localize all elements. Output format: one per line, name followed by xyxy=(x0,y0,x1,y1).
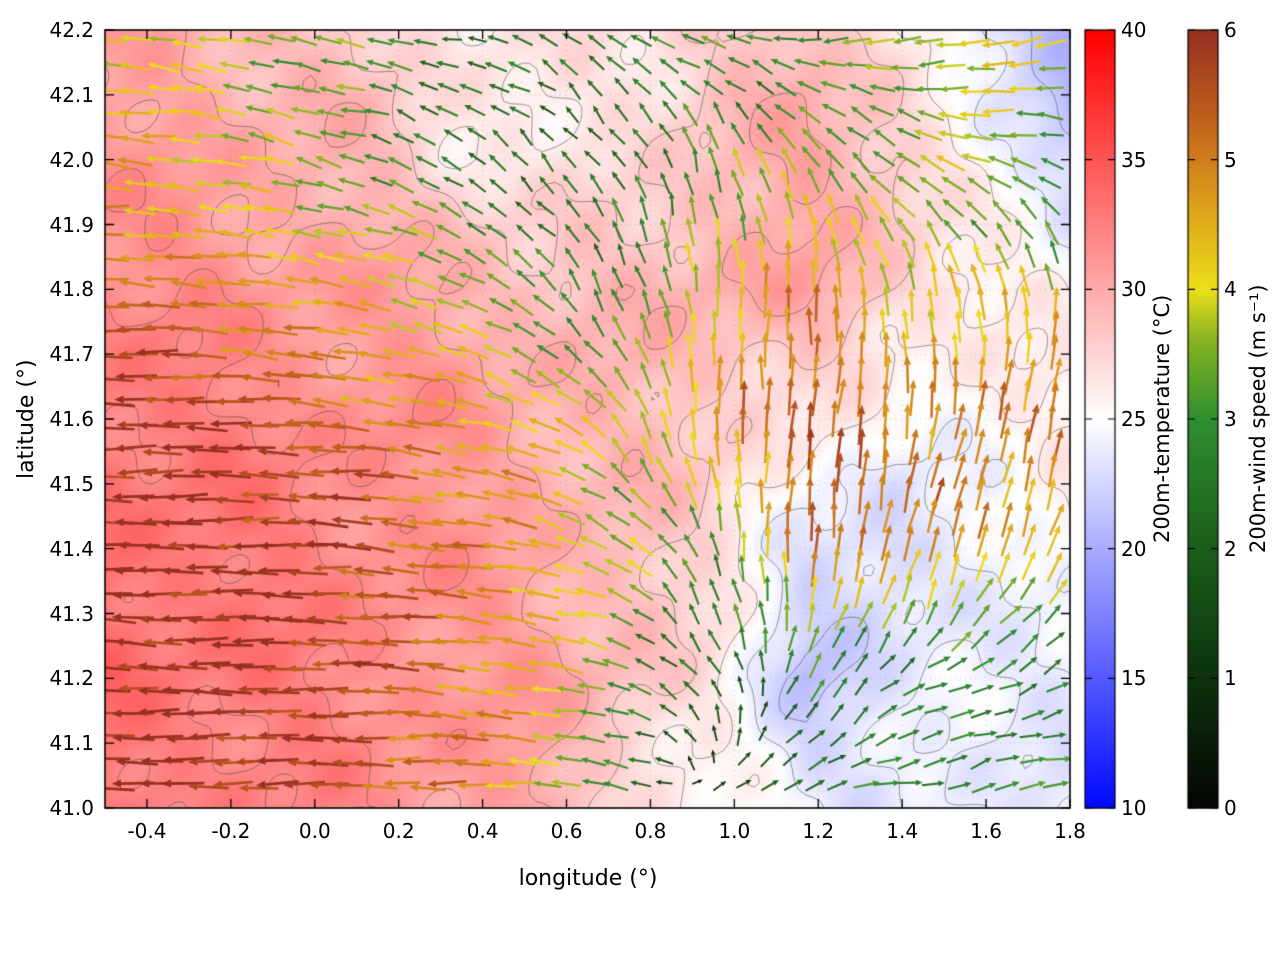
temperature-tick-label: 10 xyxy=(1121,796,1147,820)
y-tick-label: 41.6 xyxy=(49,407,94,431)
y-tick-label: 41.3 xyxy=(49,601,94,626)
y-tick-label: 42.0 xyxy=(49,147,94,172)
x-tick-label: 0.6 xyxy=(550,819,583,843)
x-tick-label: -0.4 xyxy=(127,819,167,843)
y-tick-label: 41.8 xyxy=(49,277,94,302)
x-tick-label: 1.4 xyxy=(886,819,919,843)
x-tick-label: 1.0 xyxy=(718,819,751,843)
x-tick-label: 1.6 xyxy=(970,819,1002,843)
x-tick-label: 0.2 xyxy=(382,819,415,843)
x-tick-label: -0.2 xyxy=(211,819,251,843)
wind-speed-tick-label: 2 xyxy=(1224,536,1237,561)
y-tick-label: 42.1 xyxy=(49,82,94,107)
y-tick-label: 41.9 xyxy=(49,212,94,237)
y-tick-label: 41.1 xyxy=(49,731,94,756)
temperature-tick-label: 20 xyxy=(1121,536,1147,561)
wind-speed-tick-label: 3 xyxy=(1224,407,1237,431)
wind-speed-tick-label: 1 xyxy=(1224,666,1237,691)
wind-speed-tick-label: 6 xyxy=(1224,18,1237,42)
temperature-tick-label: 15 xyxy=(1121,666,1147,691)
x-axis-title: longitude (°) xyxy=(518,866,658,891)
x-tick-label: 1.8 xyxy=(1054,819,1086,843)
temperature-tick-label: 35 xyxy=(1121,147,1147,172)
y-tick-label: 41.4 xyxy=(49,536,94,561)
y-tick-label: 42.2 xyxy=(49,18,94,42)
x-tick-label: 0.4 xyxy=(466,819,499,843)
y-tick-label: 41.2 xyxy=(49,666,94,691)
y-tick-label: 41.5 xyxy=(49,471,94,496)
temperature-tick-label: 40 xyxy=(1121,18,1147,42)
x-tick-label: 0.0 xyxy=(298,819,331,843)
y-tick-label: 41.0 xyxy=(49,796,94,820)
temperature-tick-label: 25 xyxy=(1121,407,1147,431)
y-tick-label: 41.7 xyxy=(49,342,94,367)
wind-speed-tick-label: 5 xyxy=(1224,147,1237,172)
wind-speed-tick-label: 0 xyxy=(1224,796,1237,820)
temperature-tick-label: 30 xyxy=(1121,277,1147,302)
x-tick-label: 0.8 xyxy=(634,819,667,843)
wind-speed-tick-label: 4 xyxy=(1224,277,1237,302)
x-tick-label: 1.2 xyxy=(802,819,835,843)
